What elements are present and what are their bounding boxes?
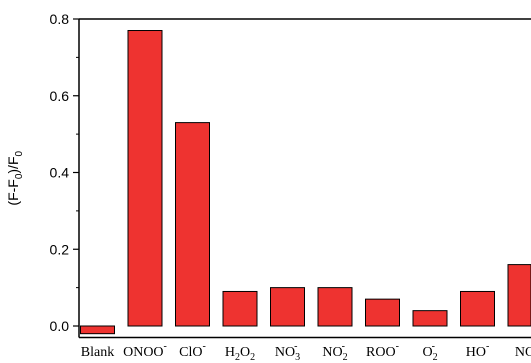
x-tick-label-6: ROO- xyxy=(366,341,399,360)
y-tick-label-0: 0.0 xyxy=(50,318,70,334)
bar-7 xyxy=(412,310,448,327)
y-tick-label-3: 0.6 xyxy=(50,88,70,104)
x-tick-label-3: H2O2 xyxy=(225,345,255,363)
x-tick-label-2: ClO- xyxy=(179,341,206,360)
bar-5 xyxy=(317,287,353,327)
x-tick-label-4: NO3- xyxy=(275,341,300,363)
bar-4 xyxy=(270,287,305,327)
bar-9 xyxy=(507,264,531,327)
labels-group: 0.0 0.2 0.4 0.6 0.8 (F-F0)/F0 Blank ONOO- ClO- H2… xyxy=(5,11,531,363)
bar-6 xyxy=(365,298,400,327)
axes-group xyxy=(73,18,531,339)
bar-2 xyxy=(175,122,210,327)
bar-1 xyxy=(127,30,163,327)
y-tick-label-1: 0.2 xyxy=(50,241,70,257)
y-axis-label: (F-F0)/F0 xyxy=(5,150,25,205)
x-tick-label-5: NO2- xyxy=(322,341,347,363)
bar-0 xyxy=(80,325,115,335)
bar-8 xyxy=(460,290,495,327)
y-tick-label-2: 0.4 xyxy=(50,165,70,181)
bar-3 xyxy=(222,290,258,327)
x-tick-label-8: HO- xyxy=(466,341,490,360)
bars-group xyxy=(80,30,531,335)
y-tick-label-4: 0.8 xyxy=(50,11,70,27)
x-tick-label-1: ONOO- xyxy=(123,341,167,360)
x-tick-label-9: NO xyxy=(515,345,531,360)
x-tick-label-7: O2- xyxy=(422,341,437,363)
x-tick-label-0: Blank xyxy=(81,345,114,360)
